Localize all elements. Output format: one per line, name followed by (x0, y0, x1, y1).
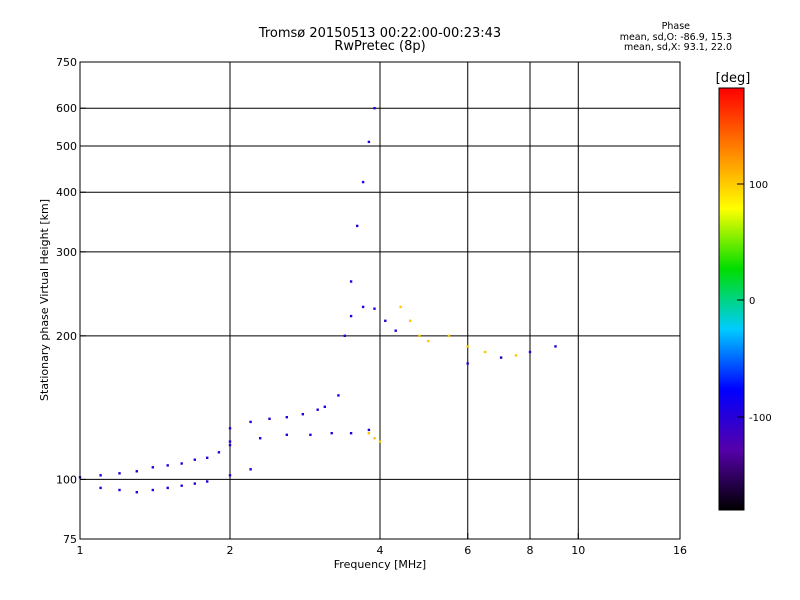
data-point (367, 432, 371, 435)
data-point (528, 350, 532, 354)
data-point (373, 437, 376, 440)
data-point (356, 224, 359, 228)
phase-stats: Phase mean, sd,O: -86.9, 15.3 mean, sd,X… (619, 21, 732, 54)
data-point (193, 482, 196, 485)
data-point (99, 486, 102, 490)
data-point (228, 474, 232, 477)
data-point (349, 280, 353, 283)
data-point (337, 394, 340, 397)
x-tick-label: 1 (77, 544, 84, 557)
data-point (118, 488, 121, 492)
data-point (151, 466, 154, 469)
y-tick-label: 500 (56, 140, 77, 153)
y-axis-ticks: 75 100 200 300 400 500 600 750 (56, 56, 86, 546)
data-point (483, 350, 487, 354)
data-point (206, 456, 209, 459)
y-tick-label: 300 (56, 246, 77, 259)
data-point (378, 440, 382, 443)
data-point (466, 362, 469, 365)
y-axis-label: Stationary phase Virtual Height [km] (38, 199, 51, 401)
data-point (268, 417, 271, 420)
colorbar-label: [deg] (716, 71, 751, 86)
data-point (166, 464, 169, 467)
data-point (249, 420, 252, 424)
data-point (228, 427, 232, 430)
colorbar-tick-minus100: -100 (749, 413, 772, 424)
data-point (193, 458, 196, 461)
data-point (206, 480, 209, 483)
data-point (343, 334, 346, 337)
x-tick-label: 16 (673, 544, 687, 557)
y-tick-label: 100 (56, 473, 77, 486)
y-tick-label: 200 (56, 330, 77, 343)
data-point (330, 432, 333, 435)
data-point (554, 345, 557, 348)
colorbar-tick-0: 0 (749, 296, 755, 307)
data-point (217, 451, 221, 454)
data-point (373, 307, 376, 310)
x-tick-label: 8 (527, 544, 534, 557)
grid-lines (80, 62, 680, 539)
data-point (249, 468, 252, 471)
y-tick-label: 600 (56, 102, 77, 115)
data-point (384, 319, 387, 322)
data-point (135, 470, 138, 473)
chart-subtitle: RwPretec (8p) (334, 39, 426, 54)
phase-stats-heading: Phase (661, 21, 691, 32)
data-point (514, 354, 518, 357)
x-tick-label: 2 (227, 544, 234, 557)
data-point (367, 140, 371, 144)
data-point (99, 474, 102, 477)
data-point (394, 329, 397, 332)
data-point (373, 107, 376, 110)
y-tick-label: 400 (56, 186, 77, 199)
x-axis-label: Frequency [MHz] (334, 558, 426, 571)
x-tick-label: 6 (464, 544, 471, 557)
data-point (180, 484, 183, 487)
data-point (316, 408, 319, 411)
data-point (180, 462, 183, 465)
colorbar-tick-100: 100 (749, 180, 768, 191)
data-point (285, 433, 288, 436)
data-point (228, 440, 232, 443)
chart-title: Tromsø 20150513 00:22:00-00:23:43 (258, 26, 502, 41)
x-axis-ticks: 1 2 4 6 8 10 16 (77, 533, 687, 557)
data-point (418, 334, 421, 337)
data-point (361, 305, 365, 309)
data-point (409, 319, 412, 322)
phase-stats-o: mean, sd,O: -86.9, 15.3 (619, 31, 732, 43)
x-tick-label: 10 (571, 544, 585, 557)
data-points (78, 107, 557, 494)
data-point (285, 416, 288, 419)
data-point (301, 413, 304, 416)
data-point (349, 314, 353, 318)
data-point (135, 491, 138, 494)
y-tick-label: 750 (56, 56, 77, 69)
data-point (166, 486, 169, 490)
data-point (228, 443, 232, 447)
data-point (361, 180, 365, 184)
data-point (399, 305, 402, 309)
data-point (367, 428, 371, 432)
phase-stats-x: mean, sd,X: 93.1, 22.0 (623, 42, 732, 53)
data-point (309, 433, 312, 436)
data-point (447, 334, 451, 337)
colorbar (718, 87, 745, 511)
y-tick-label: 75 (63, 533, 77, 546)
data-point (151, 488, 154, 492)
data-point (259, 437, 262, 440)
data-point (323, 405, 326, 408)
data-point (427, 339, 430, 343)
x-tick-label: 4 (377, 544, 384, 557)
data-point (499, 356, 503, 359)
colorbar-ticks: 100 0 -100 (737, 180, 772, 424)
data-point (466, 345, 469, 348)
data-point (118, 472, 121, 475)
data-point (349, 432, 353, 435)
